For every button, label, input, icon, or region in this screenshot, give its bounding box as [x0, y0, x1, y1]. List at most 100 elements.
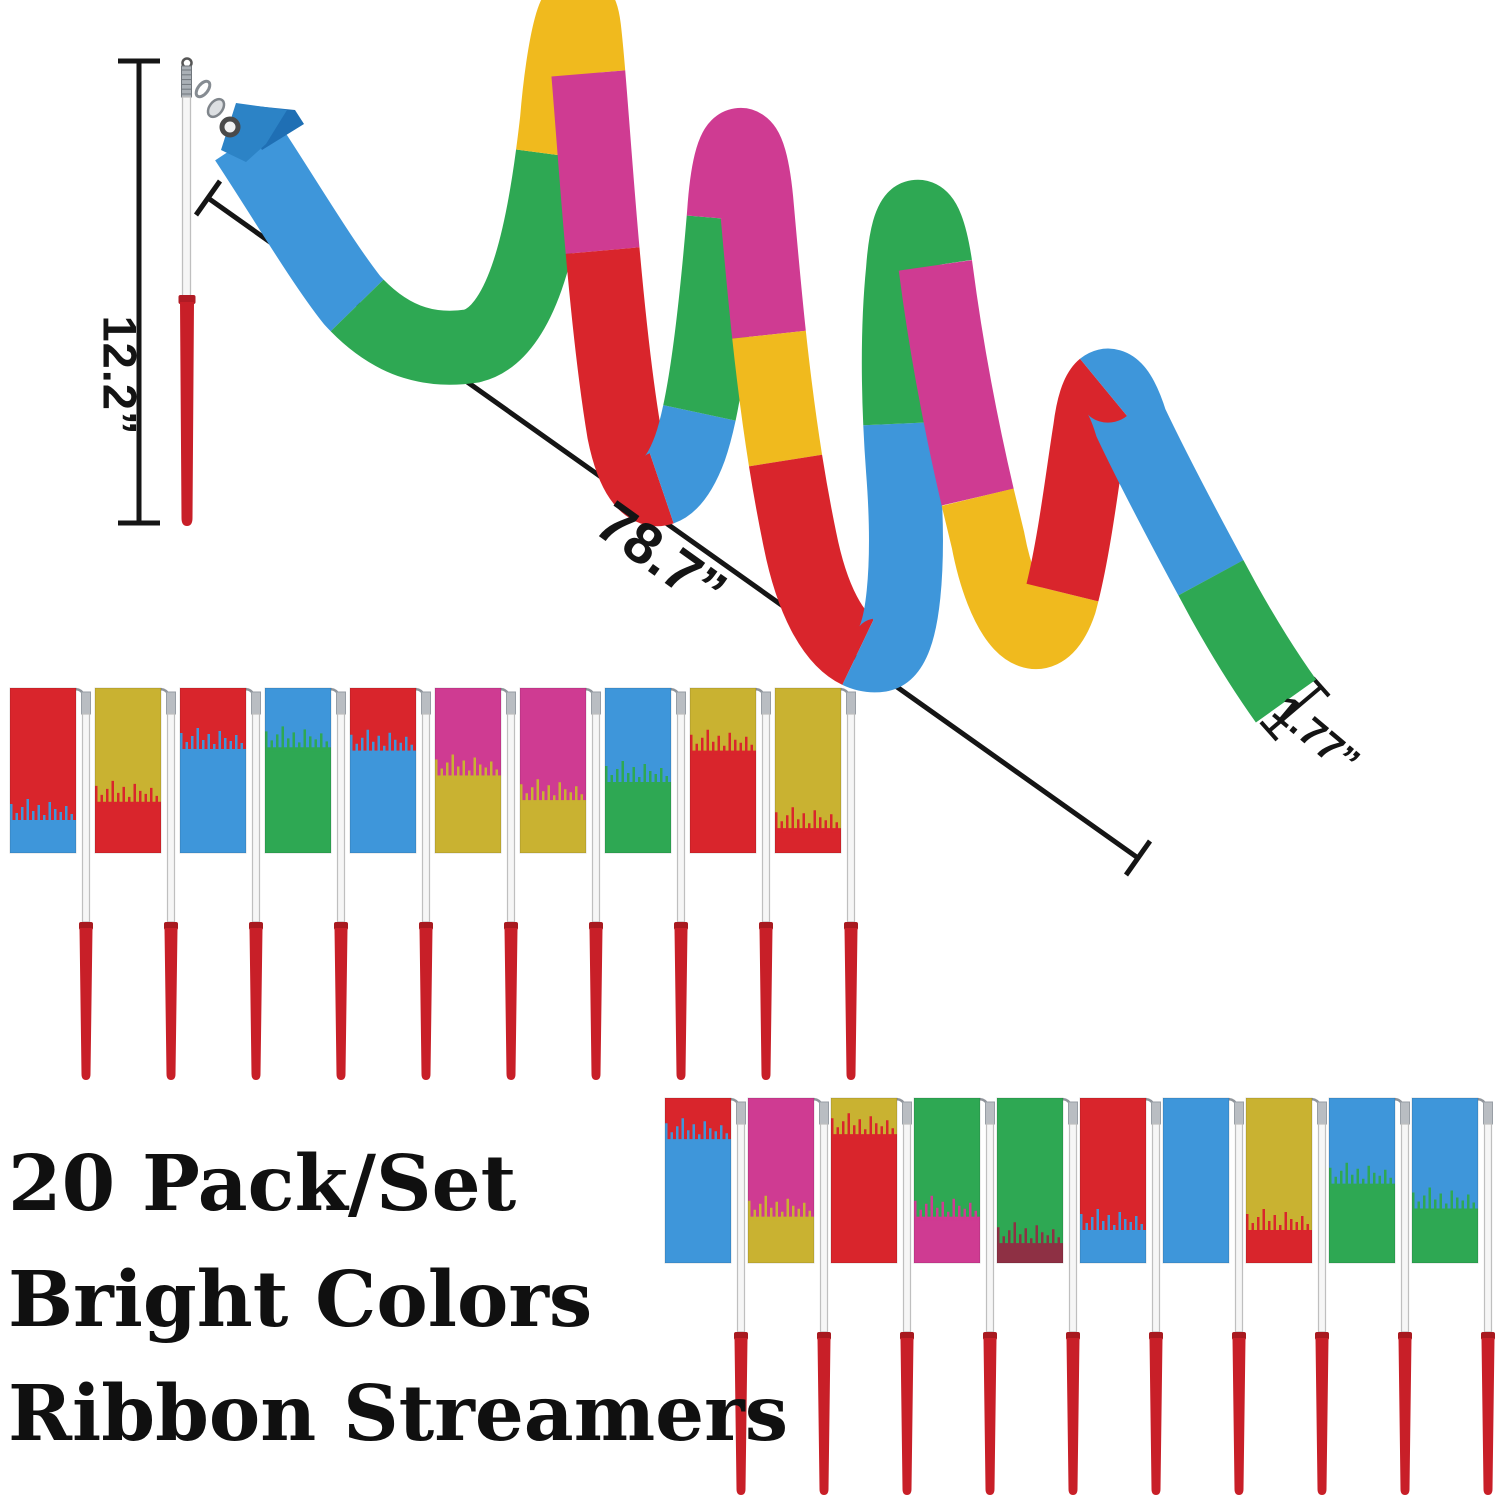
ribbon-outline [94, 687, 162, 854]
spiral-segment-red [215, 0, 1317, 723]
wand-handle [674, 928, 688, 1080]
ribbon-bottom-color [10, 820, 76, 853]
wand-handle [734, 1338, 748, 1495]
ribbon-outline [434, 687, 502, 854]
ribbon-wand [519, 687, 603, 1080]
ribbon-bottom-color [435, 775, 501, 853]
ribbon-wand [604, 687, 688, 1080]
ribbon-outline [604, 687, 672, 854]
wand-tip [761, 691, 771, 715]
wand-handle [1398, 1338, 1412, 1495]
ribbon-bottom-color [665, 1139, 731, 1263]
wand-tip [166, 691, 176, 715]
wand-handle [900, 1338, 914, 1495]
wand-shaft [846, 713, 856, 923]
ribbon-outline [913, 1097, 981, 1264]
wand-shaft [81, 713, 91, 923]
spiral-ribbon [215, 0, 1317, 723]
ribbon-outline [1245, 1097, 1313, 1264]
wand-tip [819, 1101, 829, 1125]
wand-shaft [251, 713, 261, 923]
wand-shaft [1234, 1123, 1244, 1333]
ribbon-wand [1162, 1097, 1246, 1495]
ribbon-wand [747, 1097, 831, 1495]
wand-shaft [761, 713, 771, 923]
wand-tip [1400, 1101, 1410, 1125]
wand-row-1 [9, 687, 858, 1080]
wand-row-2 [664, 1097, 1495, 1495]
wand-handle [1315, 1338, 1329, 1495]
wand-shaft [1068, 1123, 1078, 1333]
ribbon-bottom-color [1080, 1230, 1146, 1263]
ribbon-bottom-color [1246, 1230, 1312, 1263]
wand-tip [1234, 1101, 1244, 1125]
ribbon-dye-transition [748, 1195, 814, 1221]
wand-handle [983, 1338, 997, 1495]
ribbon-dye-transition [180, 728, 246, 754]
wand-handle [1232, 1338, 1246, 1495]
ribbon-length-cap [1123, 839, 1153, 877]
ribbon-outline [349, 687, 417, 854]
wand-handle [79, 928, 93, 1080]
ribbon-wand [774, 687, 858, 1080]
wand-tip [591, 691, 601, 715]
ribbon-length-cap [193, 179, 223, 217]
wand-tip [1151, 1101, 1161, 1125]
ribbon-dye-transition [690, 729, 756, 755]
wand-shaft [985, 1123, 995, 1333]
hero-tip-coil [181, 65, 192, 98]
wand-tip [506, 691, 516, 715]
wand-shaft [166, 713, 176, 923]
ribbon-wand [996, 1097, 1080, 1495]
ribbon-bottom-color [997, 1243, 1063, 1263]
ribbon-fold-front [221, 103, 287, 162]
ribbon-outline [830, 1097, 898, 1264]
spiral-segment-yellow [215, 0, 1317, 723]
ribbon-outline [1079, 1097, 1147, 1264]
ribbon-dye-transition [775, 807, 841, 833]
ribbon-outline [689, 687, 757, 854]
ribbon-dye-transition [831, 1113, 897, 1139]
title-pack-count: 20 Pack/Set [8, 1139, 517, 1229]
ribbon-wand [1411, 1097, 1495, 1495]
ribbon-width-cap [1311, 676, 1331, 698]
hero-shaft [181, 96, 192, 298]
hero-wand [178, 57, 304, 526]
wand-tip [1483, 1101, 1493, 1125]
ribbon-dye-transition [350, 729, 416, 755]
ribbon-dye-transition [95, 780, 161, 806]
wand-handle [817, 1338, 831, 1495]
stick-length-label: 12.2” [93, 315, 147, 436]
wand-shaft [1483, 1123, 1493, 1333]
wand-shaft [736, 1123, 746, 1333]
ribbon-dye-transition [10, 799, 76, 824]
hero-handle-collar [178, 295, 196, 304]
wand-tip [1068, 1101, 1078, 1125]
ribbon-dye-transition [1246, 1209, 1312, 1234]
ribbon-bottom-color [350, 750, 416, 853]
wand-tip [1317, 1101, 1327, 1125]
ribbon-wand [1245, 1097, 1329, 1495]
ribbon-outline [179, 687, 247, 854]
wand-handle [759, 928, 773, 1080]
ribbon-dye-transition [1412, 1187, 1478, 1213]
ribbon-outline [774, 687, 842, 854]
wand-handle [334, 928, 348, 1080]
ribbon-wand [179, 687, 263, 1080]
ribbon-wand [689, 687, 773, 1080]
wand-tip [846, 691, 856, 715]
wand-tip [336, 691, 346, 715]
ribbon-wand [664, 1097, 748, 1495]
wand-tip [421, 691, 431, 715]
wand-handle [1066, 1338, 1080, 1495]
wand-shaft [421, 713, 431, 923]
ribbon-bottom-color [95, 801, 161, 853]
wand-handle [504, 928, 518, 1080]
ribbon-dye-transition [914, 1195, 980, 1221]
ribbon-outline [9, 687, 77, 854]
ribbon-bottom-color [180, 749, 246, 853]
ribbon-dye-transition [1329, 1162, 1395, 1188]
ribbon-width-line [1267, 685, 1323, 733]
wand-shaft [591, 713, 601, 923]
